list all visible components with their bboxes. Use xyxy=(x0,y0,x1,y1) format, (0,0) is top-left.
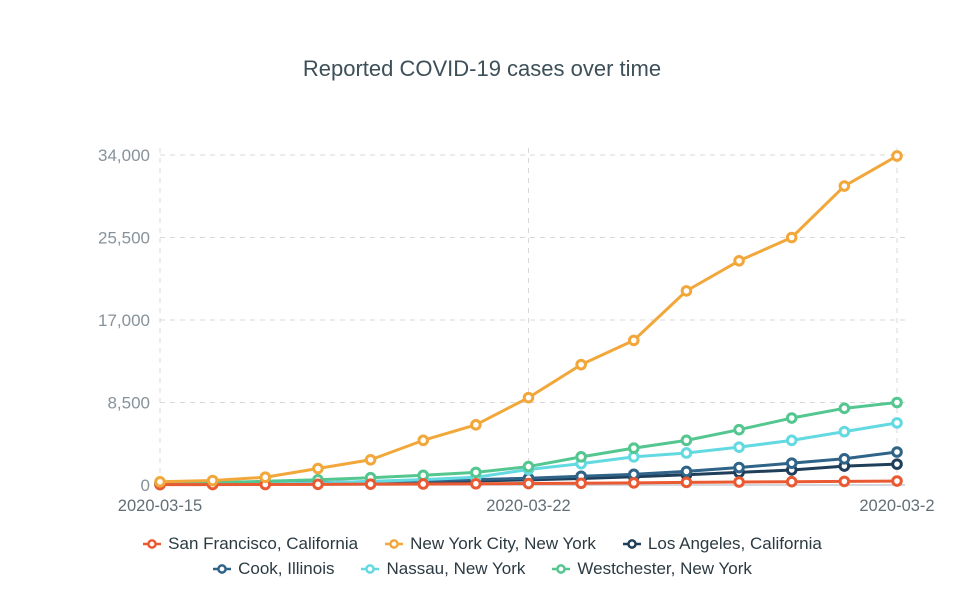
data-point xyxy=(627,477,640,489)
data-point xyxy=(680,447,693,459)
legend-marker-icon xyxy=(385,539,404,549)
legend-label: New York City, New York xyxy=(410,534,596,553)
data-point xyxy=(470,419,482,431)
data-point xyxy=(680,465,693,478)
data-point xyxy=(838,180,851,192)
data-point xyxy=(891,458,903,470)
data-point xyxy=(522,460,535,473)
legend-marker-icon xyxy=(622,539,641,549)
data-point xyxy=(838,425,851,438)
data-point xyxy=(891,417,903,429)
data-point xyxy=(891,150,903,162)
legend-item-new-york-city-new-york: New York City, New York xyxy=(384,534,596,554)
y-tick-label: 8,500 xyxy=(107,394,150,413)
data-point xyxy=(206,474,219,487)
data-point xyxy=(627,442,640,454)
data-point xyxy=(470,466,482,479)
data-point xyxy=(891,446,903,458)
data-point xyxy=(680,476,693,489)
legend-item-san-francisco-california: San Francisco, California xyxy=(142,534,358,554)
data-point xyxy=(522,391,535,404)
data-point xyxy=(891,396,903,409)
legend-label: San Francisco, California xyxy=(168,534,359,553)
data-point xyxy=(785,412,798,424)
legend-item-westchester-new-york: Westchester, New York xyxy=(551,559,752,579)
y-tick-label: 34,000 xyxy=(98,146,150,165)
legend-marker-icon xyxy=(213,564,232,574)
legend-marker-icon xyxy=(361,564,380,574)
data-point xyxy=(838,402,851,415)
data-point xyxy=(785,475,798,488)
data-point xyxy=(733,461,745,474)
data-point xyxy=(364,453,377,466)
data-point xyxy=(417,434,430,447)
data-point xyxy=(154,475,166,488)
legend-label: Cook, Illinois xyxy=(238,559,335,578)
data-point xyxy=(522,477,535,490)
legend-item-nassau-new-york: Nassau, New York xyxy=(360,559,525,579)
data-point xyxy=(417,478,430,490)
y-tick-label: 17,000 xyxy=(98,311,150,330)
legend-marker-icon xyxy=(143,539,162,549)
data-point xyxy=(627,334,640,347)
legend-row: Cook, Illinois Nassau, New York Westcheste… xyxy=(212,559,752,579)
data-point xyxy=(680,434,693,447)
chart-title: Reported COVID-19 cases over time xyxy=(302,56,662,81)
x-tick-label: 2020-03-2 xyxy=(859,497,934,515)
y-tick-label: 0 xyxy=(141,476,150,495)
y-tick-label: 25,500 xyxy=(98,229,150,248)
data-point xyxy=(312,478,324,491)
data-point xyxy=(364,478,377,490)
data-point xyxy=(733,254,745,267)
data-point xyxy=(838,475,851,488)
data-point xyxy=(891,475,903,487)
x-tick-label: 2020-03-15 xyxy=(118,497,202,515)
legend-label: Los Angeles, California xyxy=(647,534,822,553)
legend-item-los-angeles-california: Los Angeles, California xyxy=(622,534,822,554)
data-point xyxy=(470,477,482,490)
legend-label: Westchester, New York xyxy=(577,559,752,578)
data-point xyxy=(785,231,798,244)
line-chart: 0 8,500 17,000 25,500 34,000 2020-03-15 2020-0… xyxy=(98,146,935,515)
legend-label: Nassau, New York xyxy=(386,559,526,578)
data-point xyxy=(785,434,798,447)
legend-item-cook-illinois: Cook, Illinois xyxy=(212,559,334,579)
data-point xyxy=(575,451,587,463)
data-point xyxy=(733,441,745,453)
data-point xyxy=(259,471,272,484)
data-point xyxy=(733,476,745,488)
legend-row: San Francisco, California New York City, … xyxy=(142,534,822,554)
data-point xyxy=(312,462,324,475)
legend-marker-icon xyxy=(552,564,571,574)
chart-legend: San Francisco, California New York City, … xyxy=(0,534,964,579)
data-point xyxy=(838,452,851,465)
x-tick-label: 2020-03-22 xyxy=(486,497,570,515)
data-point xyxy=(785,457,798,469)
data-point xyxy=(575,358,587,371)
data-point xyxy=(575,477,587,490)
data-point xyxy=(680,285,693,297)
data-point xyxy=(733,423,745,436)
